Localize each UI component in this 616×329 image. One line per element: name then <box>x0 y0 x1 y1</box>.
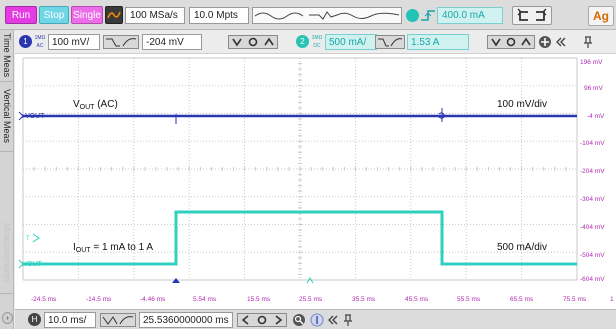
channel1-impedance: 1MΩ <box>34 35 46 41</box>
horizontal-scale-field[interactable]: 10.0 ms/ <box>44 312 96 328</box>
channel2-offset-field[interactable]: 1.53 A <box>407 34 469 50</box>
expand-panel-icon[interactable]: › <box>2 312 13 324</box>
x-tick-label: -24.5 ms <box>31 296 57 303</box>
channel1-trace <box>23 108 577 124</box>
channel2-impedance: 1MΩ <box>311 35 323 41</box>
channel2-coupling-mode: DC <box>313 43 321 49</box>
channel2-scale-field[interactable]: 500 mA/ <box>325 34 377 50</box>
channel1-scale-annotation: 100 mV/div <box>497 99 547 110</box>
x-tick-label: 25.5 ms <box>299 296 323 303</box>
channel2-ground-marker[interactable]: 2 IOUT <box>18 259 42 269</box>
y-tick-label: -404 mV <box>580 224 605 231</box>
y-tick-label: -604 mV <box>580 276 605 283</box>
acquisition-mode-icon[interactable] <box>105 6 123 24</box>
channel1-annotation: VOUT (AC) <box>73 99 118 111</box>
x-tick-label: 5.54 ms <box>193 296 217 303</box>
y-tick-label: -104 mV <box>580 140 605 147</box>
tab-measurements[interactable]: Measurements <box>0 212 14 294</box>
x-tick-label: 55.5 ms <box>457 296 481 303</box>
x-tick-label: 45.5 ms <box>405 296 429 303</box>
channel1-coupling-mode: AC <box>36 43 44 49</box>
channel1-ground-marker[interactable]: 1 VOUT <box>18 111 45 121</box>
y-tick-label: -504 mV <box>580 252 605 259</box>
channel1-coupling[interactable]: 1MΩ AC <box>34 34 46 50</box>
trigger-marker-label: T <box>26 236 30 242</box>
side-tab-strip: Time Meas Vertical Meas Measurements <box>0 30 14 329</box>
trigger-level-field[interactable]: 400.0 mA <box>437 7 503 24</box>
pin-icon[interactable] <box>582 35 594 49</box>
collapse-left-icon[interactable] <box>555 36 567 48</box>
undo-redo-button[interactable] <box>512 6 552 25</box>
waveform-overview-strip[interactable] <box>252 7 402 24</box>
memory-depth-field[interactable]: 10.0 Mpts <box>189 7 249 24</box>
channel1-offset-field[interactable]: -204 mV <box>142 34 202 50</box>
x-tick-label: 75.5 ms <box>563 296 587 303</box>
graticule <box>22 57 578 281</box>
horizontal-toolbar: H 10.0 ms/ 25.5360000000 ms <box>15 309 616 329</box>
x-tick-label: -14.5 ms <box>86 296 112 303</box>
x-tick-label: 15.5 ms <box>247 296 271 303</box>
trigger-level-marker[interactable]: T <box>26 233 40 243</box>
single-button[interactable]: Single <box>71 6 103 24</box>
channel2-badge[interactable]: 2 <box>296 35 309 48</box>
pin-icon[interactable] <box>342 313 354 327</box>
tab-vertical-meas[interactable]: Vertical Meas <box>0 82 14 152</box>
trigger-source-icon[interactable] <box>406 9 419 22</box>
channel2-trace <box>23 210 577 266</box>
channel2-trace-label: IOUT <box>25 261 42 268</box>
channel2-coupling[interactable]: 1MΩ DC <box>311 34 323 50</box>
channel1-bandwidth-button[interactable] <box>103 35 139 49</box>
waveform-display[interactable]: 1 VOUT 2 IOUT T VOUT (AC) 100 mV/div IOU… <box>15 54 616 309</box>
collapse-left-icon[interactable] <box>327 314 339 326</box>
y-tick-label: 96 mV <box>584 85 603 92</box>
channel2-bandwidth-button[interactable] <box>375 35 405 49</box>
trigger-position-marker <box>172 278 180 283</box>
y-tick-label: -304 mV <box>580 196 605 203</box>
add-channel-icon[interactable] <box>538 35 552 49</box>
x-tick-label: 65.5 ms <box>510 296 534 303</box>
y-tick-label: 196 mV <box>580 59 603 66</box>
y-tick-label: -204 mV <box>580 168 605 175</box>
channel2-annotation: IOUT = 1 mA to 1 A <box>73 242 153 254</box>
delay-reference-marker <box>306 277 314 284</box>
x-axis-labels: -24.5 ms -14.5 ms -4.46 ms 5.54 ms 15.5 … <box>31 296 614 303</box>
horizontal-mode-button[interactable] <box>100 313 136 327</box>
channel1-scale-field[interactable]: 100 mV/ <box>48 34 100 50</box>
sample-rate-field[interactable]: 100 MSa/s <box>125 7 185 24</box>
channel2-position-controls[interactable] <box>487 35 535 49</box>
rising-edge-icon[interactable] <box>420 8 436 23</box>
navigate-icon[interactable] <box>310 313 324 327</box>
channel2-scale-annotation: 500 mA/div <box>497 242 547 253</box>
stop-button[interactable]: Stop <box>39 6 69 24</box>
channel1-marker-number: 1 <box>21 114 24 120</box>
tab-time-meas[interactable]: Time Meas <box>0 30 14 82</box>
y-axis-labels: 196 mV 96 mV -4 mV -104 mV -204 mV -304 … <box>580 59 605 283</box>
horizontal-delay-field[interactable]: 25.5360000000 ms <box>139 312 233 328</box>
channel2-marker-number: 2 <box>21 262 24 268</box>
channel1-trace-label: VOUT <box>25 113 45 120</box>
run-button[interactable]: Run <box>5 6 37 24</box>
channel-bar: 1 1MΩ AC 100 mV/ -204 mV 2 1MΩ DC 500 mA… <box>15 30 616 54</box>
horizontal-position-controls[interactable] <box>237 313 287 327</box>
zoom-icon[interactable] <box>292 313 306 327</box>
channel1-position-controls[interactable] <box>228 35 278 49</box>
y-tick-label: -4 mV <box>587 113 605 120</box>
channel1-badge[interactable]: 1 <box>19 35 32 48</box>
x-tick-label: 1 <box>610 296 614 303</box>
keysight-logo-icon[interactable]: Ag <box>588 6 614 26</box>
x-tick-label: -4.46 ms <box>140 296 166 303</box>
horizontal-badge[interactable]: H <box>28 313 41 326</box>
x-tick-label: 35.5 ms <box>352 296 376 303</box>
acquisition-toolbar: Run Stop Single 100 MSa/s 10.0 Mpts 400.… <box>0 0 616 30</box>
